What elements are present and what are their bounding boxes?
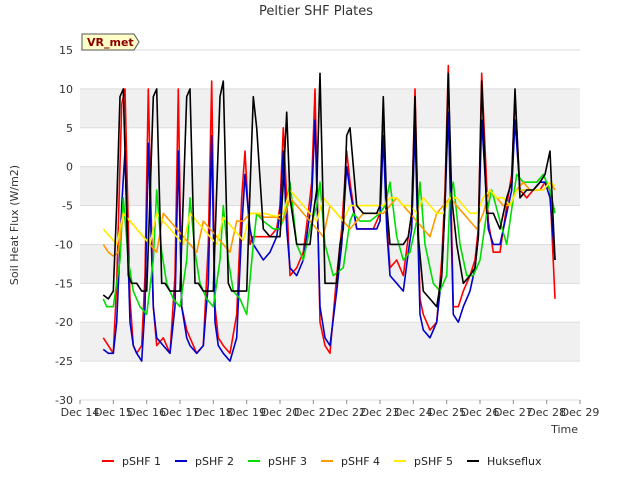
legend-label: pSHF 2 bbox=[195, 455, 234, 468]
y-tick-label: -25 bbox=[55, 355, 73, 368]
x-tick-label: Dec 14 bbox=[61, 406, 100, 419]
x-tick-label: Dec 15 bbox=[94, 406, 133, 419]
y-axis-ticks: -30 -25 -20 -15 -10 -5 0 5 10 15 bbox=[55, 44, 73, 407]
legend-label: pSHF 1 bbox=[122, 455, 161, 468]
x-tick-label: Dec 28 bbox=[527, 406, 566, 419]
plot-background bbox=[80, 50, 580, 400]
series-line-hukseflux bbox=[102, 72, 556, 308]
y-tick-label: -10 bbox=[55, 238, 73, 251]
x-tick-label: Dec 18 bbox=[194, 406, 233, 419]
y-tick-label: 5 bbox=[66, 122, 73, 135]
x-tick-label: Dec 26 bbox=[461, 406, 500, 419]
x-tick-label: Dec 25 bbox=[427, 406, 466, 419]
legend-label: pSHF 3 bbox=[268, 455, 307, 468]
x-tick-label: Dec 22 bbox=[327, 406, 366, 419]
plot-band bbox=[80, 166, 580, 206]
chart-title: Peltier SHF Plates bbox=[259, 4, 373, 19]
legend-label: pSHF 4 bbox=[341, 455, 380, 468]
series-line-pshf-2 bbox=[102, 111, 556, 362]
x-tick-label: Dec 20 bbox=[261, 406, 300, 419]
badge-text: VR_met bbox=[87, 36, 134, 49]
x-tick-label: Dec 21 bbox=[294, 406, 333, 419]
x-tick-label: Dec 23 bbox=[361, 406, 400, 419]
x-tick-label: Dec 17 bbox=[161, 406, 200, 419]
source-badge: VR_met bbox=[81, 33, 140, 51]
x-tick-label: Dec 24 bbox=[394, 406, 433, 419]
x-axis-title: Time bbox=[550, 423, 578, 436]
x-tick-label: Dec 27 bbox=[494, 406, 533, 419]
y-tick-label: 15 bbox=[59, 44, 73, 57]
y-tick-label: 10 bbox=[59, 83, 73, 96]
y-tick-label: -20 bbox=[55, 316, 73, 329]
x-tick-label: Dec 19 bbox=[227, 406, 266, 419]
y-tick-label: -15 bbox=[55, 277, 73, 290]
plot-band bbox=[80, 88, 580, 128]
x-tick-label: Dec 29 bbox=[561, 406, 600, 419]
legend-label: Hukseflux bbox=[487, 455, 542, 468]
legend-label: pSHF 5 bbox=[414, 455, 453, 468]
y-axis-title: Soil Heat Flux (W/m2) bbox=[8, 165, 21, 285]
series-line-pshf-5 bbox=[102, 181, 556, 246]
y-tick-label: -30 bbox=[55, 394, 73, 407]
y-tick-label: 0 bbox=[66, 161, 73, 174]
legend: pSHF 1 pSHF 2 pSHF 3 pSHF 4 pSHF 5 Hukseflux bbox=[102, 455, 542, 468]
x-tick-label: Dec 16 bbox=[127, 406, 166, 419]
y-tick-label: -5 bbox=[62, 200, 73, 213]
series-lines bbox=[102, 64, 556, 362]
